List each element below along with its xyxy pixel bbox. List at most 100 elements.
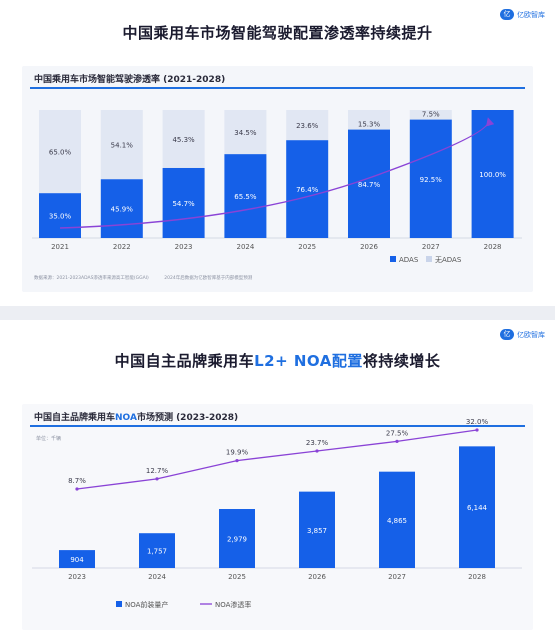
label-noa-rate-2025: 19.9% — [226, 449, 249, 457]
x-tick-2025: 2025 — [298, 243, 316, 251]
label-noa-2023: 904 — [70, 556, 84, 564]
bar-adas-2026 — [348, 129, 390, 238]
label-adas-2028: 100.0% — [479, 171, 506, 179]
x-tick-2023: 2023 — [175, 243, 193, 251]
chart1-rule — [30, 87, 525, 89]
bar-noa-2023 — [59, 550, 95, 568]
label-noa-2026: 3,857 — [307, 527, 327, 535]
label-noa-2028: 6,144 — [467, 504, 488, 512]
label-no-adas-2027: 7.5% — [422, 111, 440, 119]
chart2-subtitle: 中国自主品牌乘用车NOA市场预测 (2023-2028) — [34, 410, 238, 423]
chart1-source: 数据来源：2021-2023ADAS渗透率来源高工智能(GGAI) 2024年后… — [34, 275, 266, 281]
bar-no-adas-2026 — [348, 110, 390, 130]
noa-penetration-line — [76, 429, 478, 490]
panel2-title-a: 中国自主品牌乘用车 — [114, 352, 255, 370]
label-noa-rate-2026: 23.7% — [306, 439, 329, 447]
x-tick-2022: 2022 — [113, 243, 131, 251]
point-noa-rate-2024 — [155, 477, 159, 481]
chart2-subtitle-b: NOA — [115, 413, 137, 423]
brand-logo: 亿 亿欧智库 — [500, 9, 545, 20]
point-noa-rate-2023 — [75, 487, 79, 491]
legend-swatch-adas — [390, 256, 396, 262]
bar-noa-2028 — [459, 446, 495, 568]
x-tick-2026: 2026 — [360, 243, 378, 251]
chart-card-adas: 中国乘用车市场智能驾驶渗透率 (2021-2028) 35.0% 65.0% 202… — [22, 66, 533, 292]
label-adas-2026: 84.7% — [358, 181, 381, 189]
x-tick-2025: 2025 — [228, 573, 246, 581]
x-tick-2021: 2021 — [51, 243, 69, 251]
x-tick-2027: 2027 — [388, 573, 406, 581]
legend-label-adas: ADAS — [399, 256, 419, 264]
brand-logo-text: 亿欧智库 — [517, 10, 545, 19]
label-noa-rate-2023: 8.7% — [68, 477, 86, 485]
panel-adas-penetration: 亿 亿欧智库 中国乘用车市场智能驾驶配置渗透率持续提升 中国乘用车市场智能驾驶渗… — [0, 0, 555, 306]
label-adas-2024: 65.5% — [234, 193, 257, 201]
point-noa-rate-2027 — [395, 439, 399, 443]
chart1-subtitle: 中国乘用车市场智能驾驶渗透率 (2021-2028) — [34, 75, 226, 85]
legend-label-no-adas: 无ADAS — [435, 256, 462, 264]
label-adas-2023: 54.7% — [172, 200, 195, 208]
bar-adas-2021 — [39, 193, 81, 238]
chart2-rule — [30, 425, 525, 427]
unit-label: 单位：千辆 — [36, 435, 61, 442]
label-no-adas-2024: 34.5% — [234, 129, 257, 137]
panel2-title: 中国自主品牌乘用车L2+ NOA配置将持续增长 — [0, 350, 555, 371]
trend-arrow — [59, 117, 495, 229]
x-tick-2024: 2024 — [148, 573, 166, 581]
brand-logo-icon: 亿 — [500, 9, 514, 20]
bar-noa-2024 — [139, 533, 175, 568]
bar-no-adas-2021 — [39, 110, 81, 194]
x-tick-2026: 2026 — [308, 573, 326, 581]
label-no-adas-2021: 65.0% — [49, 149, 72, 157]
x-tick-2028: 2028 — [484, 243, 502, 251]
panel-divider — [0, 306, 555, 320]
point-noa-rate-2025 — [235, 459, 239, 463]
bar-no-adas-2023 — [162, 110, 205, 168]
brand-logo-2: 亿 亿欧智库 — [500, 329, 545, 340]
panel2-title-c: 将持续增长 — [362, 352, 441, 370]
label-adas-2021: 35.0% — [49, 213, 72, 221]
bar-noa-2027 — [379, 471, 415, 568]
chart-noa-forecast: 单位：千辆 904 2023 1,757 2024 2,979 2025 3,857 2026 4… — [32, 418, 522, 609]
bar-adas-2022 — [100, 179, 143, 238]
panel-noa-forecast: 亿 亿欧智库 中国自主品牌乘用车L2+ NOA配置将持续增长 中国自主品牌乘用车… — [0, 320, 555, 640]
x-tick-2027: 2027 — [422, 243, 440, 251]
bar-no-adas-2025 — [286, 110, 329, 141]
panel2-title-b: L2+ NOA配置 — [254, 352, 363, 370]
brand-logo-text: 亿欧智库 — [517, 330, 545, 339]
bar-noa-2025 — [219, 509, 255, 568]
chart2-subtitle-c: 市场预测 (2023-2028) — [136, 413, 239, 423]
label-no-adas-2025: 23.6% — [296, 122, 319, 130]
bar-no-adas-2024 — [224, 110, 267, 155]
label-adas-2025: 76.4% — [296, 186, 319, 194]
label-noa-2025: 2,979 — [227, 536, 247, 544]
source-note-2: 2024年后数据为亿欧智库基于内部模型预测 — [164, 276, 253, 281]
label-noa-2027: 4,865 — [387, 517, 407, 525]
label-no-adas-2026: 15.3% — [358, 121, 381, 129]
chart2-subtitle-a: 中国自主品牌乘用车 — [34, 413, 116, 423]
label-noa-rate-2028: 32.0% — [466, 418, 489, 426]
chart-card-noa: 中国自主品牌乘用车NOA市场预测 (2023-2028) 单位：千辆 904 202… — [22, 404, 533, 630]
label-adas-2027: 92.5% — [420, 176, 443, 184]
source-note-1: 数据来源：2021-2023ADAS渗透率来源高工智能(GGAI) — [34, 276, 149, 281]
x-tick-2023: 2023 — [68, 573, 86, 581]
bar-adas-2023 — [162, 167, 205, 238]
bar-no-adas-2022 — [100, 110, 143, 180]
label-no-adas-2022: 54.1% — [111, 142, 134, 150]
chart-adas-penetration: 35.0% 65.0% 2021 45.9% 54.1% 2022 54.7% 45.3% 20… — [32, 110, 522, 264]
bar-adas-2025 — [286, 140, 329, 238]
label-noa-rate-2027: 27.5% — [386, 429, 409, 437]
label-noa-2024: 1,757 — [147, 548, 167, 556]
point-noa-rate-2028 — [475, 428, 479, 432]
legend-label-noa-volume: NOA前装量产 — [125, 600, 168, 609]
point-noa-rate-2026 — [315, 449, 319, 453]
x-tick-2024: 2024 — [236, 243, 254, 251]
label-no-adas-2023: 45.3% — [172, 136, 195, 144]
label-noa-rate-2024: 12.7% — [146, 467, 169, 475]
legend-swatch-noa-volume — [116, 601, 122, 607]
legend-label-noa-rate: NOA渗透率 — [215, 600, 251, 609]
panel1-title: 中国乘用车市场智能驾驶配置渗透率持续提升 — [122, 24, 433, 42]
x-tick-2028: 2028 — [468, 573, 486, 581]
bar-no-adas-2027 — [409, 110, 452, 120]
brand-logo-icon: 亿 — [500, 329, 514, 340]
